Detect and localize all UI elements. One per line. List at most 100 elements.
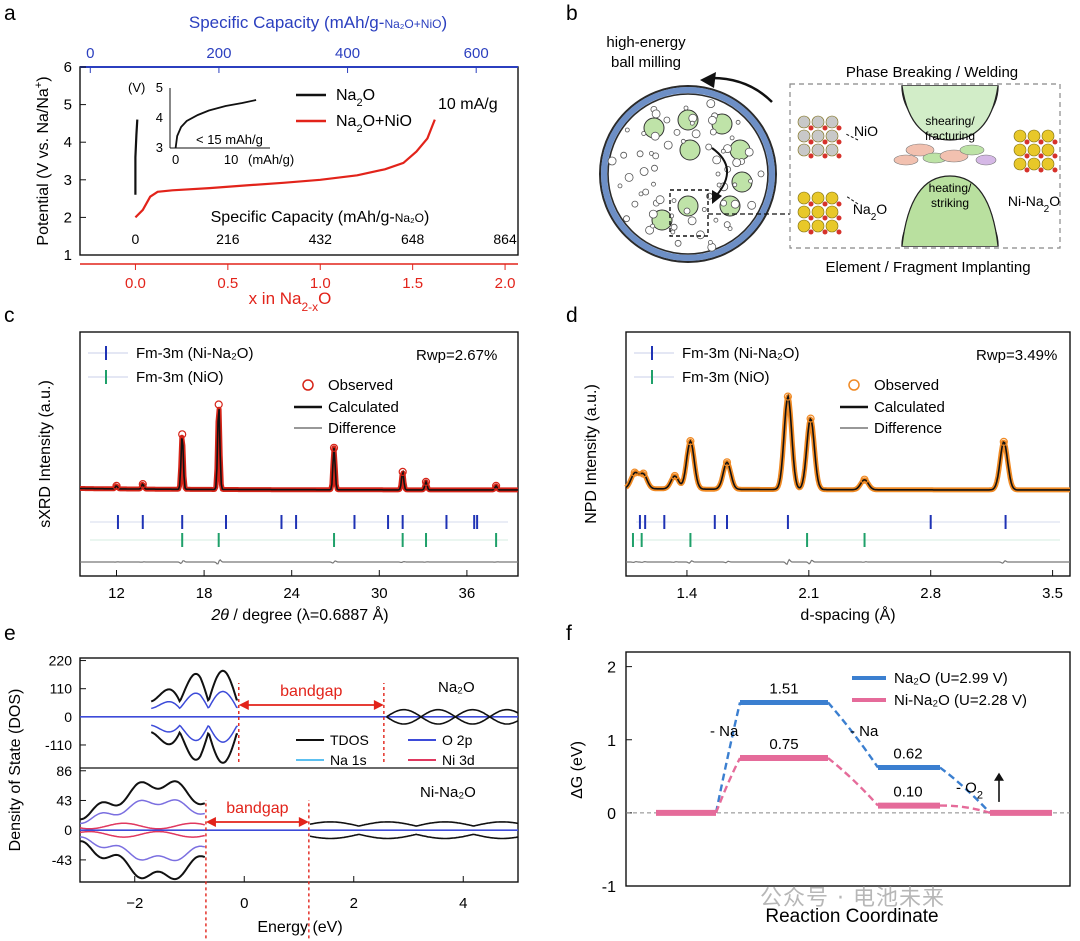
powder-particle	[671, 198, 677, 204]
y-tick-label: 5	[64, 97, 72, 114]
bandgap-na2o-arrowhead-left	[238, 700, 249, 710]
step-label-1: - Na	[710, 723, 739, 740]
panel-c-ylabel: sXRD Intensity (a.u.)	[37, 380, 54, 528]
panel-f-xlabel: Reaction Coordinate	[765, 906, 938, 927]
powder-particle	[706, 99, 716, 108]
product-label: Ni-Na2O	[1008, 193, 1060, 215]
y-tick-label: 0	[607, 806, 616, 823]
nio-crystal-oxygen	[822, 125, 828, 131]
connector-0-1	[827, 701, 879, 769]
powder-particle	[744, 147, 754, 157]
legend-label-na2o-nio: Na2O+NiO	[336, 113, 412, 135]
difference-trace	[80, 559, 518, 565]
legend-label-na2o: Na2O	[336, 87, 375, 109]
legend-label: Calculated	[874, 399, 945, 416]
na2o-crystal-atom	[797, 205, 811, 219]
powder-particle	[663, 116, 671, 124]
observed-peak-point	[806, 414, 815, 423]
powder-particle	[748, 178, 753, 184]
product-crystal-atom	[1027, 157, 1041, 171]
top-tick-label: 200	[206, 45, 231, 62]
legend-label: O 2p	[442, 732, 473, 748]
nio-crystal-oxygen	[808, 153, 814, 159]
panel-f-label: f	[566, 622, 572, 645]
inner-tick-label: 648	[401, 231, 425, 247]
zoom-title: Phase Breaking / Welding	[846, 64, 1018, 81]
top-axis-title-sub: Na₂O+NiO	[384, 17, 441, 31]
na2o-label: Na2O	[853, 201, 887, 223]
milling-balls	[607, 99, 765, 252]
powder-particle	[674, 239, 682, 247]
connector-1-0	[714, 757, 742, 814]
na2o-crystal-oxygen	[808, 229, 814, 235]
powder-particle	[720, 199, 727, 207]
observed-peak-point	[178, 430, 187, 439]
na2o-crystal-oxygen	[822, 215, 828, 221]
inner-tick-label: 0	[132, 231, 140, 247]
powder-particle	[701, 207, 707, 212]
nio-crystal-atom	[797, 115, 811, 129]
ni3d-down	[79, 830, 205, 838]
panel-e-ylabel: Density of State (DOS)	[7, 689, 24, 852]
na2o-crystal-oxygen	[808, 215, 814, 221]
inner-tick-label: 864	[493, 231, 517, 247]
observed-trace	[78, 406, 520, 493]
top-tick-label: 0	[86, 45, 94, 62]
inset-x-tick: 0	[172, 152, 179, 167]
panel-d-rwp: Rwp=3.49%	[976, 347, 1057, 364]
powder-particle	[757, 170, 765, 178]
powder-particle	[716, 182, 722, 188]
powder-particle	[651, 164, 658, 172]
top-axis-title-main: Specific Capacity (mAh/g-	[189, 13, 385, 32]
panel-a-series	[134, 119, 436, 219]
legend-label: TDOS	[330, 732, 369, 748]
tdos-na2o-down	[150, 730, 238, 764]
y-tick-label: 1	[64, 247, 72, 264]
na2o-crystal-atom	[797, 219, 811, 233]
panel-c-plot: 12 18 24 30 36	[78, 400, 520, 602]
na2o-crystal-atom	[811, 191, 825, 205]
na2o-crystal-oxygen	[836, 201, 842, 207]
powder-particle	[715, 171, 721, 177]
product-crystal-oxygen	[1052, 167, 1058, 173]
panel-d-legend: Fm-3m (Ni-Na₂O) Fm-3m (NiO) Observed Calcul…	[634, 345, 945, 437]
inner-arrow	[711, 147, 728, 197]
nio-label: NiO	[854, 123, 878, 139]
powder-particle	[655, 195, 665, 205]
powder-particle	[708, 115, 717, 125]
panel-c-label: c	[4, 304, 15, 327]
x-tick-label: 2.0	[495, 275, 516, 292]
milling-ball	[679, 139, 701, 161]
y-tick-label: 110	[50, 681, 73, 697]
legend-label: Observed	[874, 377, 939, 394]
x-tick-label: 2.1	[798, 585, 819, 602]
tdos-na2o-cb-down	[386, 716, 519, 725]
powder-particle	[670, 223, 678, 231]
top-tick-label: 600	[464, 45, 489, 62]
powder-particle	[636, 150, 644, 158]
observed-peak-point	[138, 480, 147, 489]
powder-particle	[696, 230, 705, 240]
legend-label: Na₂O (U=2.99 V)	[894, 670, 1008, 687]
panel-b-label: b	[566, 2, 578, 25]
y-tick-label: 2	[64, 209, 72, 226]
top-axis-title-close: )	[441, 13, 447, 32]
na2o-crystal-atom	[797, 191, 811, 205]
tdos-ni-na2o-cb-down	[309, 833, 519, 840]
product-crystal-oxygen	[1052, 153, 1058, 159]
product-crystal-oxygen	[1024, 167, 1030, 173]
nio-crystal-oxygen	[836, 153, 842, 159]
x-tick-label: 0	[240, 895, 248, 912]
nio-crystal-oxygen	[808, 139, 814, 145]
panel-a-ylabel: Potential (V vs. Na/Na+)	[33, 76, 52, 245]
inset-y-tick: 5	[156, 80, 163, 95]
shearing-label-2: fracturing	[925, 129, 975, 143]
panel-e-xlabel: Energy (eV)	[257, 919, 342, 936]
fragment-flakes	[893, 143, 997, 166]
powder-particle	[620, 151, 628, 159]
nio-crystal-atom	[811, 115, 825, 129]
panel-a-inset: (V) (mAh/g) < 15 mAh/g 3 4 5 0 10	[128, 80, 294, 167]
bandgap-na2o-label: bandgap	[280, 683, 342, 700]
bandgap-ni-na2o-arrowhead-right	[298, 817, 309, 827]
